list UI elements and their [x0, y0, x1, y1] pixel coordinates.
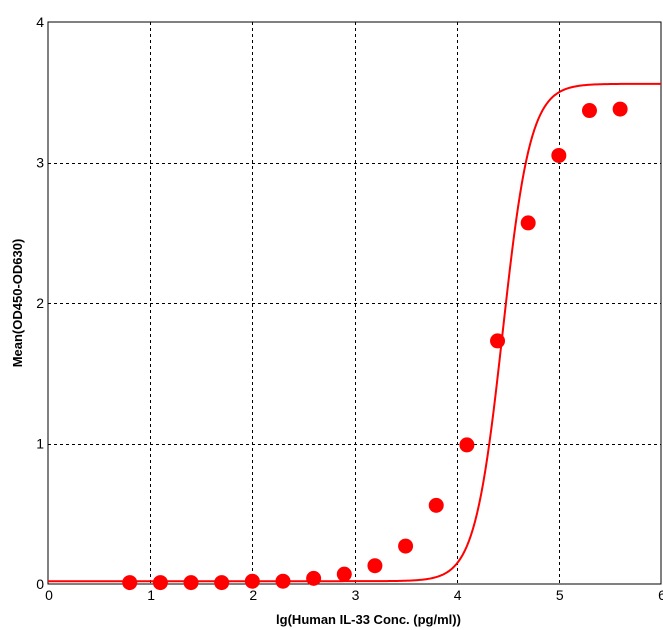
data-point — [244, 573, 260, 589]
data-point — [183, 575, 199, 591]
y-tick-label: 3 — [36, 155, 44, 171]
data-point — [520, 215, 536, 231]
x-tick-label: 1 — [147, 587, 155, 603]
data-point — [214, 575, 230, 591]
x-axis-title: lg(Human IL-33 Conc. (pg/ml)) — [276, 612, 461, 627]
data-point — [612, 101, 628, 117]
data-point — [581, 103, 597, 119]
x-tick-label: 0 — [45, 587, 53, 603]
y-tick-label: 1 — [36, 436, 44, 452]
plot-frame — [47, 21, 662, 585]
x-tick-labels: 0 1 2 3 4 5 6 — [45, 587, 663, 603]
data-points — [122, 101, 628, 591]
data-point — [306, 570, 322, 586]
data-point — [490, 333, 506, 349]
grid — [48, 22, 661, 584]
data-point — [367, 558, 383, 574]
y-tick-label: 0 — [36, 576, 44, 592]
data-point — [152, 575, 168, 591]
x-tick-label: 5 — [556, 587, 564, 603]
y-tick-label: 2 — [36, 295, 44, 311]
x-tick-label: 4 — [454, 587, 462, 603]
fit-curve — [48, 82, 661, 583]
data-point — [428, 497, 444, 513]
x-tick-label: 3 — [352, 587, 360, 603]
data-point — [122, 575, 138, 591]
y-tick-labels: 0 1 2 3 4 — [36, 14, 44, 592]
y-axis-title: Mean(OD450-OD630) — [10, 239, 25, 368]
x-tick-label: 6 — [658, 587, 663, 603]
data-point — [336, 566, 352, 582]
x-tick-label: 2 — [249, 587, 257, 603]
data-point — [275, 573, 291, 589]
data-point — [459, 437, 475, 453]
y-tick-label: 4 — [36, 14, 44, 30]
data-point — [551, 147, 567, 163]
data-point — [398, 538, 414, 554]
